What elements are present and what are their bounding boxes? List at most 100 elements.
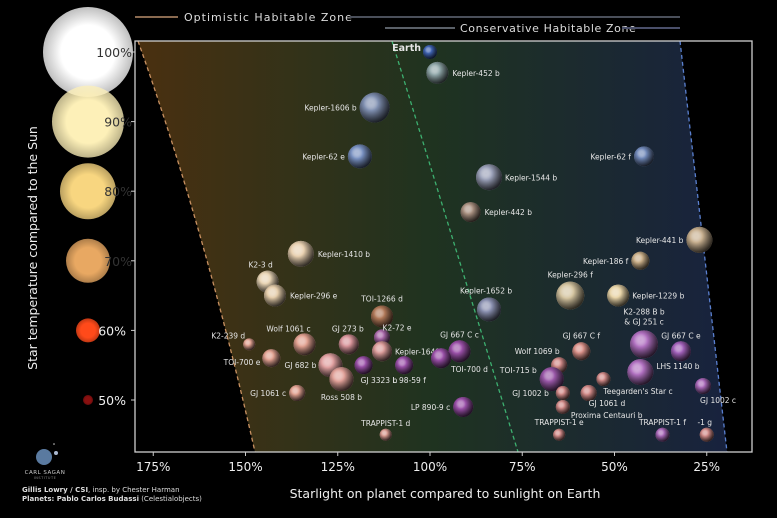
- planet-point: Kepler-1410 b: [287, 240, 370, 267]
- conservative-zone-title: Conservative Habitable Zone: [460, 22, 636, 35]
- planet-label: L 98-59 f: [392, 376, 426, 385]
- planet-label: Kepler-296 f: [548, 271, 594, 280]
- planet-label: K2-239 d: [211, 331, 245, 340]
- star-legend-label: 80%: [104, 184, 132, 199]
- planet-shading: [374, 329, 391, 346]
- planet-label: TRAPPIST-1 e: [534, 418, 584, 427]
- planet-point: GJ 1002 b: [512, 386, 570, 401]
- planet-point: Kepler-62 e: [302, 144, 372, 169]
- planet-point: TOI-700 d: [431, 348, 488, 374]
- planet-shading: [476, 164, 503, 191]
- planet-label: K2-3 d: [248, 261, 273, 270]
- planet-points: Earth Kepler-452 b Kepler-1606 b Kepler-62 …: [211, 43, 736, 442]
- planet-label: TRAPPIST-1 d: [360, 419, 410, 428]
- planet-shading: [655, 427, 670, 442]
- credit-author: Gillis Lowry / CSI: [22, 486, 89, 494]
- star-legend-label: 60%: [98, 323, 126, 338]
- planet-label: TRAPPIST-1 f: [638, 418, 686, 427]
- x-axis-label: Starlight on planet compared to sunlight…: [290, 486, 601, 501]
- planet-shading: [553, 428, 566, 441]
- x-tick-label: 25%: [693, 460, 720, 474]
- planet-shading: [379, 428, 392, 441]
- planet-label: GJ 1061 d: [589, 399, 626, 408]
- planet-label: GJ 1002 c: [700, 396, 736, 405]
- planet-point: Ross 508 b: [321, 367, 362, 402]
- planet-point: GJ 1061 c: [250, 385, 306, 402]
- planet-point: TOI-715 b: [499, 366, 564, 392]
- x-axis-ticks: 175% 150% 125% 100% 75% 50% 25%: [136, 452, 720, 474]
- y-axis-ticks: [131, 51, 135, 401]
- planet-label: Kepler-452 b: [452, 69, 500, 78]
- planet-label: GJ 667 C c: [440, 330, 479, 339]
- planet-point: Proxima Centauri b: [555, 399, 643, 420]
- x-tick-label: 75%: [509, 460, 536, 474]
- planet-shading: [631, 251, 650, 270]
- planet-point: Kepler-1606 b: [304, 92, 390, 123]
- planet-shading: [634, 146, 655, 167]
- logo-title: CARL SAGAN: [24, 470, 66, 476]
- credit-planets: Planets: Pablo Carlos Budassi: [22, 495, 139, 503]
- planet-shading: [448, 340, 471, 363]
- optimistic-zone-boundary: [137, 41, 256, 452]
- star-size-circle: [52, 85, 124, 158]
- planet-shading: [426, 61, 449, 84]
- planet-shading: [580, 385, 597, 402]
- planet-point: L 98-59 f: [392, 356, 426, 385]
- planet-shading: [630, 330, 659, 359]
- credit-line-2: Planets: Pablo Carlos Budassi (Celestial…: [22, 495, 202, 504]
- planet-shading: [555, 399, 570, 414]
- planet-label: TOI-700 e: [223, 358, 261, 367]
- planet-point: K2-239 d: [211, 331, 256, 351]
- x-tick-label: 50%: [601, 460, 628, 474]
- planet-point: Kepler-186 f: [583, 251, 650, 270]
- planet-point: GJ 1002 c: [695, 378, 736, 405]
- planet-shading: [329, 367, 354, 392]
- planet-point: Kepler-1229 b: [607, 284, 685, 307]
- planet-shading: [539, 367, 564, 392]
- planet-shading: [695, 378, 712, 395]
- planet-shading: [686, 226, 713, 253]
- planet-label: GJ 667 C f: [563, 331, 601, 340]
- planet-label: GJ 1061 c: [250, 389, 286, 398]
- planet-label: Kepler-1544 b: [505, 173, 557, 182]
- planet-point: Teegarden's Star c: [596, 372, 673, 396]
- planet-label: Earth: [392, 43, 421, 54]
- planet-shading: [287, 240, 314, 267]
- y-axis-label: Star temperature compared to the Sun: [25, 126, 40, 370]
- logo-subtitle: INSTITUTE: [33, 476, 57, 480]
- planet-point: GJ 273 b: [332, 324, 364, 355]
- planet-label: Kepler-1410 b: [318, 250, 370, 259]
- planet-shading: [477, 297, 502, 322]
- planet-label: Kepler-62 e: [302, 152, 345, 161]
- carl-sagan-logo: [36, 443, 58, 465]
- planet-point: GJ 3323 b: [354, 356, 397, 385]
- star-legend-label: 70%: [104, 254, 132, 269]
- planet-point: TRAPPIST-1 f: [638, 418, 686, 442]
- planet-label: Ross 508 b: [321, 393, 362, 402]
- planet-shading: [243, 338, 256, 351]
- star-size-circle: [83, 395, 93, 405]
- planet-point: Kepler-441 b: [636, 226, 713, 253]
- star-temperature-legend: 100% 90% 80% 70% 60% 50%: [43, 7, 133, 408]
- credits: Gillis Lowry / CSI, insp. by Chester Har…: [22, 486, 202, 504]
- planet-point: GJ 667 C c: [440, 330, 479, 363]
- planet-label: Kepler-296 e: [290, 292, 338, 301]
- planet-label: Kepler-1652 b: [460, 287, 512, 296]
- planet-shading: [395, 356, 414, 375]
- planet-shading: [460, 202, 481, 223]
- credit-line-1: Gillis Lowry / CSI, insp. by Chester Har…: [22, 486, 202, 495]
- planet-shading: [262, 349, 281, 368]
- planet-shading: [338, 334, 359, 355]
- credit-source: (Celestialobjects): [138, 495, 202, 503]
- planet-label: Wolf 1061 c: [266, 324, 310, 333]
- planet-label: GJ 682 b: [284, 361, 316, 370]
- x-tick-label: 125%: [321, 460, 355, 474]
- planet-label: TOI-715 b: [499, 366, 537, 375]
- planet-point: Kepler-1544 b: [476, 164, 557, 191]
- planet-point: GJ 1061 d: [580, 385, 626, 408]
- planet-point: Kepler-1649 c: [372, 341, 447, 362]
- planet-label: LP 890-9 c: [411, 403, 450, 412]
- star-legend-label: 90%: [104, 115, 132, 130]
- planet-label: Kepler-186 f: [583, 257, 629, 266]
